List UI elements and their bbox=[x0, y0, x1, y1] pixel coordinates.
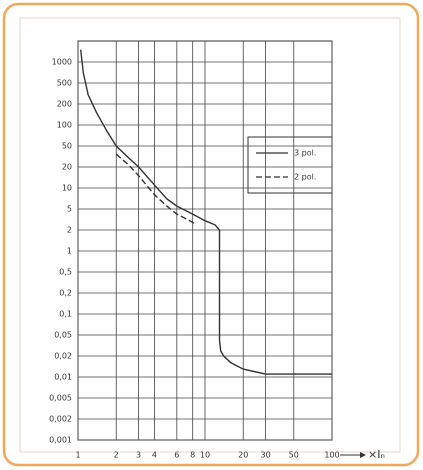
x-tick-label: 3 bbox=[136, 451, 141, 460]
y-tick-label: 0,05 bbox=[54, 331, 72, 340]
x-tick-label: 4 bbox=[152, 451, 157, 460]
legend-label: 2 pol. bbox=[294, 173, 316, 182]
y-tick-label: 50 bbox=[62, 142, 72, 151]
x-tick-label: 8 bbox=[190, 451, 195, 460]
x-tick-label: 10 bbox=[200, 451, 210, 460]
x-tick-label: 6 bbox=[174, 451, 179, 460]
legend bbox=[247, 136, 333, 194]
y-tick-label: 100 bbox=[57, 121, 72, 130]
x-tick-label: 1 bbox=[75, 451, 80, 460]
x-tick-label: 30 bbox=[261, 451, 271, 460]
legend-label: 3 pol. bbox=[294, 149, 316, 158]
y-tick-label: 0,002 bbox=[49, 415, 72, 424]
x-tick-label: 100 bbox=[324, 451, 339, 460]
y-tick-label: 200 bbox=[57, 100, 72, 109]
x-tick-label: 2 bbox=[114, 451, 119, 460]
axis-arrow-head bbox=[360, 452, 366, 458]
y-tick-label: 1 bbox=[67, 247, 72, 256]
x-tick-label: 50 bbox=[289, 451, 299, 460]
y-tick-label: 0,02 bbox=[54, 352, 72, 361]
x-tick-label: 20 bbox=[238, 451, 248, 460]
x-axis-label: ×Iₙ bbox=[368, 448, 385, 461]
y-tick-label: 2 bbox=[67, 226, 72, 235]
y-tick-label: 0,5 bbox=[59, 268, 72, 277]
series-line bbox=[80, 49, 332, 375]
y-tick-label: 1000 bbox=[52, 58, 72, 67]
panel bbox=[19, 17, 401, 453]
y-tick-label: 0,001 bbox=[49, 436, 72, 445]
series-line bbox=[115, 153, 197, 226]
y-tick-label: 500 bbox=[57, 79, 72, 88]
y-tick-label: 5 bbox=[67, 205, 72, 214]
y-tick-label: 0,005 bbox=[49, 394, 72, 403]
y-tick-label: 0,01 bbox=[54, 373, 72, 382]
y-tick-label: 0,1 bbox=[59, 310, 72, 319]
y-tick-label: 10 bbox=[62, 184, 72, 193]
y-tick-label: 20 bbox=[62, 163, 72, 172]
y-tick-label: 0,2 bbox=[59, 289, 72, 298]
